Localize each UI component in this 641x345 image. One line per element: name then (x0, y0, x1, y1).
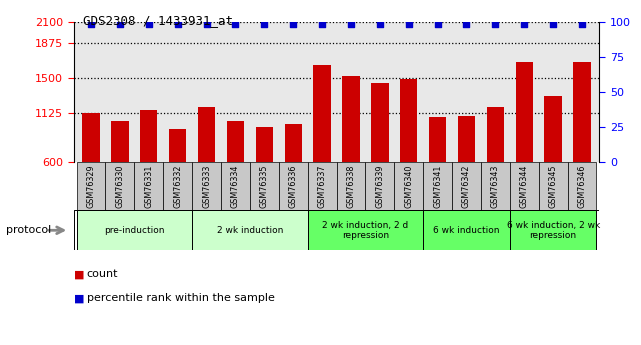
Bar (163, 162, 192, 210)
Point (259, 21, 269, 27)
Bar (83, 113, 100, 162)
Bar (423, 210, 510, 250)
Bar (106, 162, 135, 210)
Point (230, 21, 240, 27)
Bar (192, 210, 308, 250)
Text: GSM76332: GSM76332 (173, 165, 182, 208)
Text: 6 wk induction: 6 wk induction (433, 226, 500, 235)
Text: 2 wk induction, 2 d
repression: 2 wk induction, 2 d repression (322, 220, 408, 240)
Bar (423, 162, 452, 210)
Text: GSM76331: GSM76331 (144, 165, 153, 208)
Bar (135, 162, 163, 210)
Bar (487, 107, 504, 162)
Point (288, 21, 298, 27)
Bar (169, 129, 187, 162)
Text: GSM76330: GSM76330 (115, 165, 124, 208)
Bar (365, 162, 394, 210)
Point (115, 21, 125, 27)
Bar (573, 61, 590, 162)
Bar (227, 121, 244, 162)
Text: GSM76346: GSM76346 (578, 165, 587, 208)
Bar (279, 162, 308, 210)
Text: GSM76340: GSM76340 (404, 165, 413, 208)
Point (490, 21, 501, 27)
Bar (77, 162, 106, 210)
Text: GSM76339: GSM76339 (376, 165, 385, 208)
Point (201, 21, 212, 27)
Text: GSM76342: GSM76342 (462, 165, 471, 208)
Bar (192, 162, 221, 210)
Bar (140, 110, 158, 162)
Bar (515, 61, 533, 162)
Text: GSM76333: GSM76333 (202, 165, 211, 208)
Bar (198, 107, 215, 162)
Bar (481, 162, 510, 210)
Text: GSM76337: GSM76337 (317, 165, 326, 208)
Bar (452, 162, 481, 210)
Bar (77, 210, 192, 250)
Point (172, 21, 183, 27)
Text: 2 wk induction: 2 wk induction (217, 226, 283, 235)
Bar (308, 162, 337, 210)
Bar (544, 96, 562, 162)
Point (577, 21, 587, 27)
Point (375, 21, 385, 27)
Bar (538, 162, 567, 210)
Text: ■: ■ (74, 294, 84, 303)
Bar (567, 162, 596, 210)
Bar (112, 121, 129, 162)
Text: ■: ■ (74, 269, 84, 279)
Point (519, 21, 529, 27)
Bar (371, 82, 388, 162)
Bar (510, 162, 538, 210)
Bar (256, 127, 273, 162)
Text: 6 wk induction, 2 wk
repression: 6 wk induction, 2 wk repression (506, 220, 600, 240)
Bar (337, 162, 365, 210)
Point (433, 21, 443, 27)
Point (404, 21, 414, 27)
Bar (308, 210, 423, 250)
Text: GDS2308 / 1433931_at: GDS2308 / 1433931_at (83, 14, 233, 27)
Bar (458, 116, 475, 162)
Text: GSM76343: GSM76343 (491, 165, 500, 208)
Bar (394, 162, 423, 210)
Text: GSM76344: GSM76344 (520, 165, 529, 208)
Point (548, 21, 558, 27)
Text: GSM76334: GSM76334 (231, 165, 240, 208)
Bar (221, 162, 250, 210)
Bar (250, 162, 279, 210)
Bar (313, 65, 331, 162)
Point (86, 21, 96, 27)
Text: count: count (87, 269, 118, 279)
Text: percentile rank within the sample: percentile rank within the sample (87, 294, 274, 303)
Point (317, 21, 327, 27)
Text: GSM76338: GSM76338 (347, 165, 356, 208)
Text: GSM76336: GSM76336 (288, 165, 297, 208)
Point (144, 21, 154, 27)
Text: GSM76345: GSM76345 (549, 165, 558, 208)
Text: GSM76335: GSM76335 (260, 165, 269, 208)
Bar (342, 76, 360, 162)
Bar (510, 210, 596, 250)
Text: GSM76329: GSM76329 (87, 165, 96, 208)
Bar (400, 79, 417, 162)
Point (462, 21, 472, 27)
Text: GSM76341: GSM76341 (433, 165, 442, 208)
Text: pre-induction: pre-induction (104, 226, 165, 235)
Bar (285, 124, 302, 162)
Text: protocol: protocol (6, 225, 52, 235)
Point (346, 21, 356, 27)
Bar (429, 117, 446, 162)
